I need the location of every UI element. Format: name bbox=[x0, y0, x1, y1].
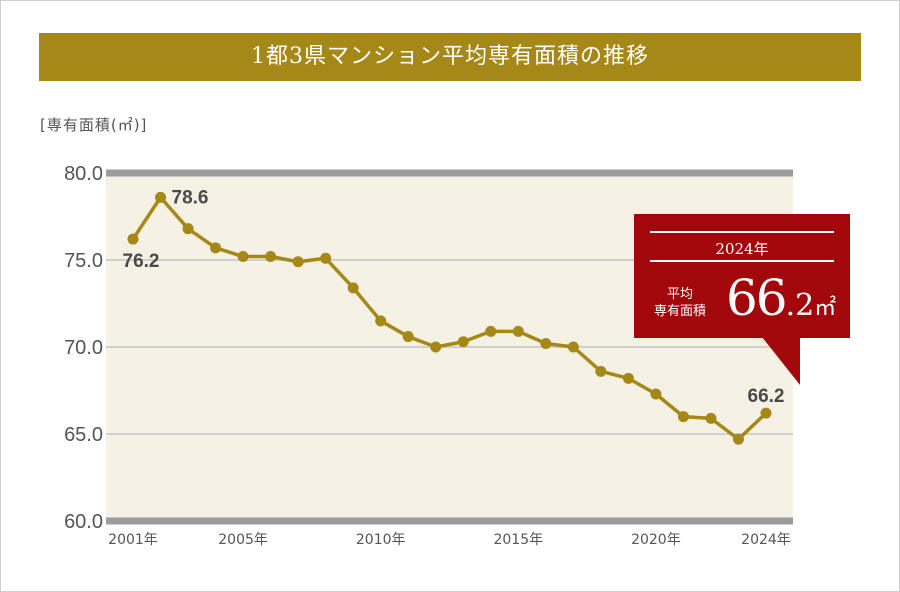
data-point bbox=[512, 325, 524, 337]
data-point bbox=[567, 341, 579, 353]
data-labels: 76.2 78.6 66.2 bbox=[123, 187, 785, 407]
chart-title: 1都3県マンション平均専有面積の推移 bbox=[39, 33, 861, 81]
data-points bbox=[127, 191, 772, 445]
y-tick-label: 70.0 bbox=[64, 337, 103, 359]
x-tick-label: 2005年 bbox=[218, 532, 268, 548]
data-point bbox=[732, 433, 744, 445]
latest-value-callout: 2024年 平均 専有面積 66.2㎡ bbox=[634, 214, 850, 338]
callout-value: 66.2㎡ bbox=[726, 270, 836, 337]
callout-label-line1: 平均 bbox=[667, 287, 694, 302]
x-tick-label: 2024年 bbox=[741, 532, 791, 548]
callout-label-line2: 専有面積 bbox=[654, 304, 707, 319]
data-point bbox=[705, 412, 717, 424]
data-point bbox=[127, 233, 139, 245]
callout-year: 2024年 bbox=[715, 240, 769, 258]
data-point bbox=[430, 341, 442, 353]
data-label: 78.6 bbox=[172, 187, 209, 208]
y-tick-label: 60.0 bbox=[64, 511, 103, 533]
y-tick-labels: 60.0 65.0 70.0 75.0 80.0 bbox=[64, 163, 103, 533]
data-point bbox=[402, 331, 414, 343]
y-axis-label: [専有面積(㎡)] bbox=[40, 116, 148, 134]
x-tick-label: 2010年 bbox=[356, 532, 406, 548]
data-label: 66.2 bbox=[748, 386, 785, 407]
callout-value-unit: ㎡ bbox=[814, 296, 837, 321]
data-point bbox=[210, 242, 222, 254]
data-point bbox=[155, 191, 167, 203]
x-tick-label: 2015年 bbox=[493, 532, 543, 548]
data-point bbox=[485, 325, 497, 337]
callout-rule-bottom bbox=[650, 260, 834, 262]
data-point bbox=[375, 315, 387, 327]
x-tick-labels: 2001年 2005年 2010年 2015年 2020年 2024年 bbox=[108, 532, 791, 548]
callout-label: 平均 専有面積 bbox=[654, 286, 706, 320]
data-point bbox=[622, 372, 634, 384]
data-point bbox=[237, 251, 249, 263]
data-point bbox=[320, 252, 332, 264]
grid-lines bbox=[106, 169, 793, 525]
callout-pointer bbox=[762, 337, 800, 385]
data-point bbox=[677, 411, 689, 423]
y-tick-label: 65.0 bbox=[64, 424, 103, 446]
y-tick-label: 80.0 bbox=[64, 163, 103, 185]
data-point bbox=[595, 365, 607, 377]
data-point bbox=[650, 388, 662, 400]
data-point bbox=[292, 256, 304, 268]
data-label: 76.2 bbox=[123, 251, 160, 272]
data-point bbox=[182, 223, 194, 235]
data-point bbox=[265, 251, 277, 263]
callout-value-dec: .2 bbox=[785, 288, 815, 323]
callout-rule-top bbox=[650, 231, 834, 233]
callout-value-int: 66 bbox=[726, 269, 788, 327]
data-point bbox=[347, 282, 359, 294]
data-point bbox=[760, 407, 772, 419]
x-tick-label: 2001年 bbox=[108, 532, 158, 548]
data-point bbox=[457, 336, 469, 348]
data-point bbox=[540, 338, 552, 350]
x-tick-label: 2020年 bbox=[631, 532, 681, 548]
y-tick-label: 75.0 bbox=[64, 250, 103, 272]
